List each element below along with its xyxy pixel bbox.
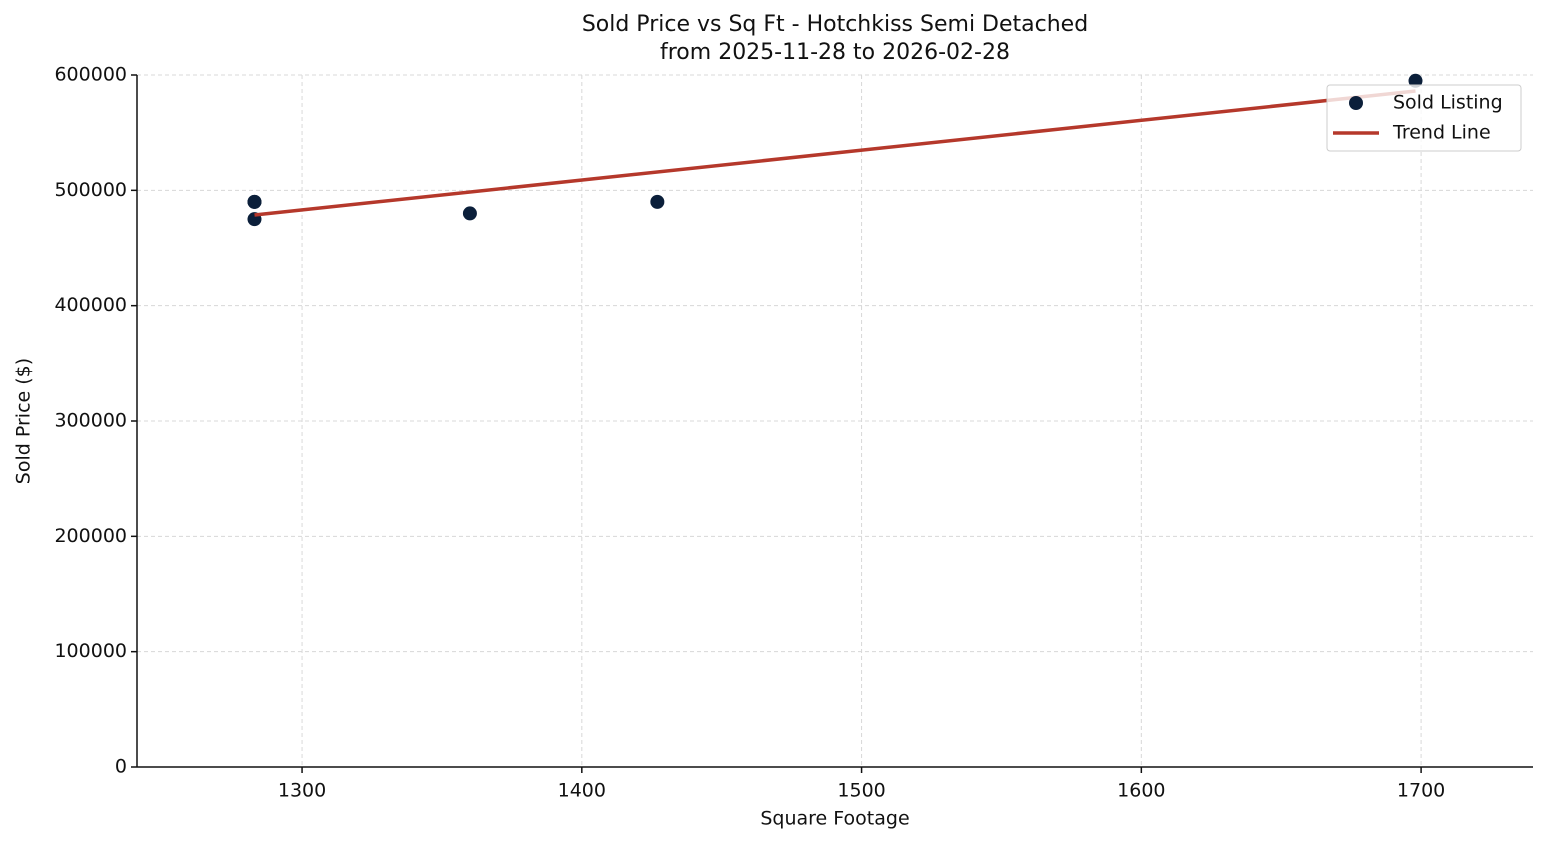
y-tick-label: 200000: [54, 525, 127, 547]
x-tick-label: 1600: [1117, 780, 1165, 802]
x-tick-label: 1500: [837, 780, 885, 802]
chart-subtitle: from 2025-11-28 to 2026-02-28: [660, 40, 1010, 65]
x-tick-label: 1300: [278, 780, 326, 802]
point: [247, 194, 262, 209]
point: [1408, 73, 1423, 88]
y-tick-label: 500000: [54, 179, 127, 201]
chart-title: Sold Price vs Sq Ft - Hotchkiss Semi Det…: [582, 12, 1088, 37]
y-axis-label: Sold Price ($): [13, 358, 35, 484]
legend-label: Trend Line: [1392, 122, 1491, 144]
legend-swatch: [1349, 96, 1363, 110]
y-tick-label: 400000: [54, 294, 127, 316]
legend-label: Sold Listing: [1393, 92, 1503, 114]
point: [650, 194, 665, 209]
x-tick-label: 1400: [558, 780, 606, 802]
y-tick-label: 300000: [54, 410, 127, 432]
y-tick-label: 600000: [54, 64, 127, 86]
x-axis-label: Square Footage: [760, 808, 909, 830]
legend: Sold Listing Trend Line: [1326, 84, 1522, 152]
y-tick-label: 100000: [54, 640, 127, 662]
x-tick-label: 1700: [1397, 780, 1445, 802]
y-tick-label: 0: [115, 756, 127, 778]
trend-line: [254, 89, 1416, 217]
point: [462, 206, 477, 221]
